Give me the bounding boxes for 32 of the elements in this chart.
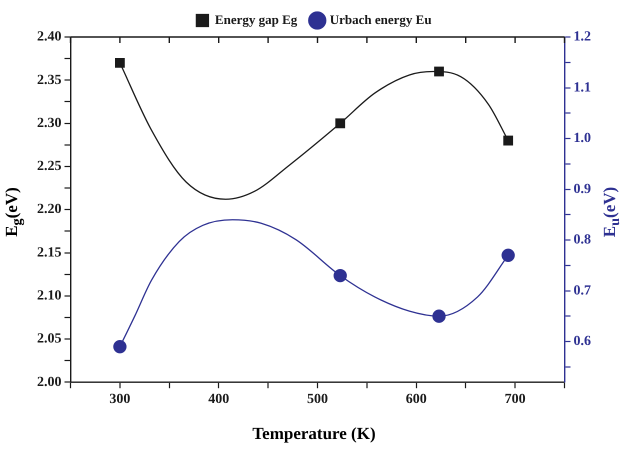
x-tick-label: 300: [109, 392, 130, 408]
y2-tick-label: 0.8: [574, 232, 591, 248]
y-tick-label: 2.05: [37, 332, 62, 347]
point: [503, 136, 514, 146]
y2-tick-label: 0.9: [574, 182, 591, 197]
point: [334, 268, 347, 282]
legend-label: Energy gap Eg: [214, 12, 298, 27]
y-tick-label: 2.10: [37, 288, 62, 304]
point: [113, 340, 127, 354]
y2-tick-label: 1.2: [574, 30, 591, 45]
y-tick-label: 2.20: [37, 202, 62, 218]
y-tick-label: 2.15: [37, 245, 62, 260]
y-tick-label: 2.25: [37, 159, 62, 174]
point: [115, 58, 125, 68]
y2-tick-label: 0.6: [574, 334, 591, 350]
point: [335, 118, 346, 128]
x-tick-label: 700: [504, 392, 526, 408]
legend-label: Urbach energy Eu: [330, 12, 432, 27]
x-axis-title: Temperature (K): [251, 424, 377, 444]
y2-tick-label: 1.0: [574, 131, 591, 146]
x-tick-label: 400: [208, 392, 230, 408]
y2-tick-label: 1.1: [574, 80, 591, 96]
y-tick-label: 2.40: [37, 30, 62, 45]
y-tick-label: 2.30: [37, 116, 62, 131]
point: [432, 310, 446, 323]
point: [502, 248, 515, 262]
y-tick-label: 2.35: [37, 72, 62, 88]
y-tick-label: 2.00: [37, 374, 62, 390]
x-tick-label: 500: [307, 392, 328, 408]
y2-tick-label: 0.7: [574, 283, 591, 298]
x-tick-label: 600: [406, 392, 427, 408]
point: [434, 66, 444, 76]
